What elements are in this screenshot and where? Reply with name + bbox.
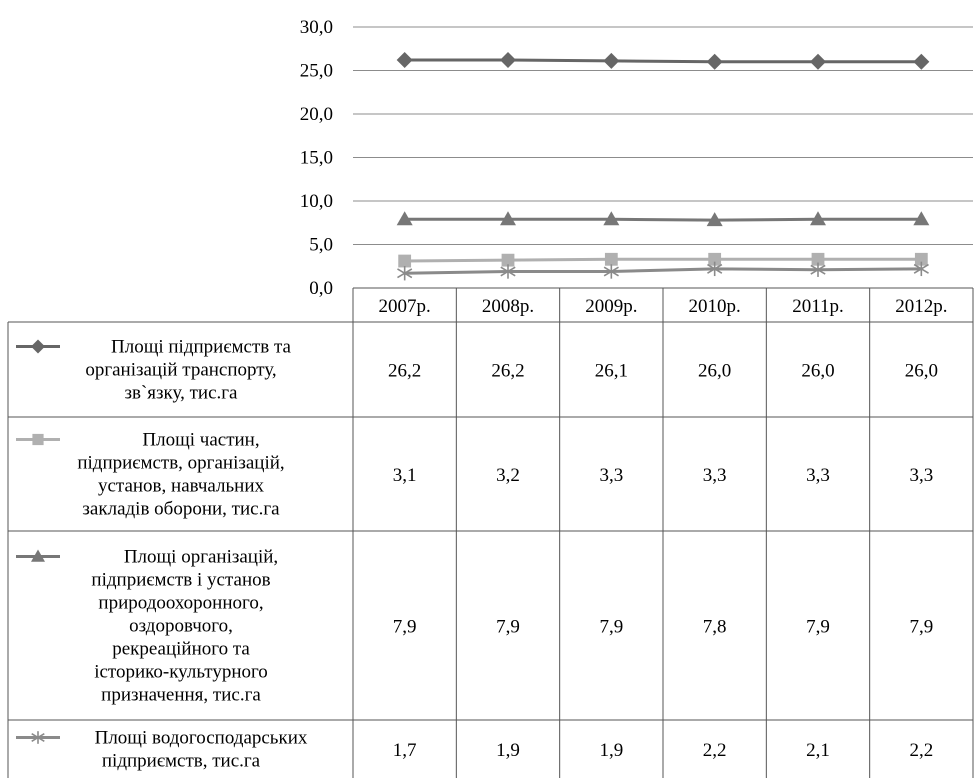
data-point-triangle — [500, 211, 516, 226]
x-category-label: 2012р. — [895, 296, 947, 317]
star-stroke — [500, 266, 516, 277]
data-point-diamond — [913, 53, 930, 70]
series-label-line: зв`язку, тис.га — [125, 383, 239, 404]
series-label-line: закладів оборони, тис.га — [82, 499, 280, 520]
x-category-label: 2008р. — [482, 296, 534, 317]
data-label: 2,2 — [909, 740, 933, 761]
data-point-square — [32, 433, 44, 446]
data-point-square — [811, 252, 825, 266]
series-line — [404, 257, 922, 263]
gridlines — [353, 26, 973, 289]
star-stroke — [913, 263, 929, 274]
data-label: 7,9 — [393, 617, 417, 638]
data-point-triangle — [31, 549, 45, 562]
star-stroke — [810, 264, 826, 275]
star-stroke — [603, 266, 619, 277]
data-label: 7,8 — [703, 617, 727, 638]
series-label-line: рекреаційного та — [112, 639, 250, 660]
y-tick-label: 10,0 — [300, 191, 333, 212]
data-label: 26,0 — [905, 361, 938, 382]
data-point-star — [31, 731, 45, 744]
x-category-label: 2010р. — [689, 296, 741, 317]
series-line — [404, 217, 922, 222]
data-label: 3,2 — [496, 465, 520, 486]
data-point-diamond — [810, 53, 826, 70]
data-label: 7,9 — [496, 617, 520, 638]
data-point-star — [707, 261, 723, 277]
y-tick-label: 20,0 — [300, 104, 333, 125]
data-point-star — [397, 266, 413, 281]
series-label-line: Площі частин, — [142, 430, 259, 451]
data-label: 3,3 — [599, 465, 623, 486]
data-point-square — [398, 254, 412, 268]
series-label-line: установ, навчальних — [98, 476, 265, 497]
x-category-label: 2009р. — [585, 296, 637, 317]
data-point-square — [914, 252, 928, 266]
series-line — [404, 58, 922, 64]
series-lines — [396, 52, 930, 281]
data-point-star — [500, 264, 516, 279]
data-label: 3,3 — [909, 465, 933, 486]
data-label: 2,1 — [806, 740, 830, 761]
y-tick-label: 0,0 — [309, 278, 333, 299]
series-label-line: Площі підприємств та — [111, 337, 291, 358]
series-label-line: підприємств, тис.га — [102, 751, 261, 772]
data-point-triangle — [810, 211, 826, 226]
data-label: 1,7 — [393, 740, 417, 761]
y-axis: 0,0 5,0 10,0 15,0 20,0 25,0 30,0 — [300, 17, 333, 299]
data-label: 26,2 — [388, 361, 421, 382]
series-label-line: підприємств, організацій, — [77, 453, 284, 474]
series-label-line: організацій транспорту, — [85, 360, 276, 381]
y-tick-label: 5,0 — [309, 235, 333, 256]
data-point-diamond — [31, 339, 45, 354]
data-label: 7,9 — [599, 617, 623, 638]
data-point-star — [913, 261, 929, 277]
data-label: 7,9 — [806, 617, 830, 638]
data-label: 3,3 — [806, 465, 830, 486]
series-line — [404, 267, 922, 275]
y-tick-label: 25,0 — [300, 61, 333, 82]
data-point-triangle — [396, 211, 413, 226]
data-table: 2007р. 2008р. 2009р. 2010р. 2011р. 2012р. Площ… — [7, 287, 974, 778]
data-point-square — [501, 253, 515, 267]
data-point-square — [604, 252, 618, 266]
star-stroke — [707, 263, 723, 274]
y-tick-label: 15,0 — [300, 148, 333, 169]
data-point-triangle — [913, 211, 930, 226]
data-label: 26,0 — [801, 361, 834, 382]
data-label: 7,9 — [909, 617, 933, 638]
data-label: 26,0 — [698, 361, 731, 382]
data-label: 3,3 — [703, 465, 727, 486]
data-point-diamond — [500, 52, 516, 69]
data-label: 26,2 — [491, 361, 524, 382]
data-point-star — [810, 262, 826, 277]
data-label: 26,1 — [595, 361, 628, 382]
x-category-label: 2007р. — [379, 296, 431, 317]
data-label: 1,9 — [496, 740, 520, 761]
data-label: 2,2 — [703, 740, 727, 761]
y-tick-label: 30,0 — [300, 17, 333, 38]
star-stroke — [397, 268, 413, 279]
star-stroke — [31, 733, 45, 742]
series-label-line: історико-культурного — [94, 662, 268, 683]
series-label-line: Площі водогосподарських — [95, 728, 308, 749]
data-label: 1,9 — [599, 740, 623, 761]
series-label-line: оздоровчого, — [129, 616, 233, 637]
data-point-diamond — [706, 53, 723, 70]
data-point-star — [603, 264, 619, 279]
data-point-square — [708, 252, 722, 266]
series-label-line: підприємств і установ — [91, 570, 270, 591]
series-label-line: призначення, тис.га — [101, 685, 261, 706]
series-label-line: Площі організацій, — [124, 547, 278, 568]
data-point-diamond — [603, 52, 620, 69]
data-point-triangle — [603, 211, 620, 226]
x-category-label: 2011р. — [792, 296, 844, 317]
data-point-triangle — [706, 212, 723, 227]
data-label: 3,1 — [393, 465, 417, 486]
data-point-diamond — [396, 52, 413, 69]
series-label-line: природоохоронного, — [98, 593, 263, 614]
